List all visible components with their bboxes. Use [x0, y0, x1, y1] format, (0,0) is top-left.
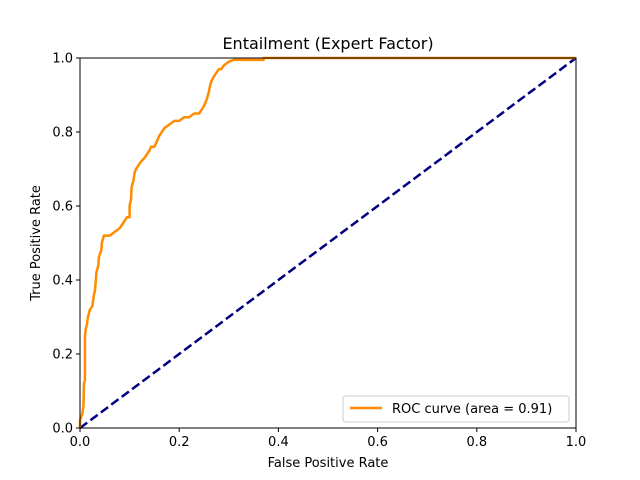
x-tick-label: 0.8 — [466, 435, 487, 450]
roc-curve-line — [78, 56, 576, 428]
chance-diagonal-line — [79, 56, 577, 430]
y-axis-label: True Positive Rate — [29, 185, 44, 302]
y-tick-label: 0.6 — [52, 200, 73, 215]
legend: ROC curve (area = 0.91) — [342, 395, 570, 423]
y-tick-label: 0.0 — [52, 422, 73, 437]
legend-box — [342, 395, 570, 423]
x-tick-label: 1.0 — [566, 435, 587, 450]
y-tick-label: 0.2 — [52, 348, 73, 363]
ticks-layer: 0.0 0.2 0.4 0.6 0.8 1.0 0.0 0.2 0.4 0.6 0.8 1.0 — [52, 52, 586, 451]
y-tick-label: 0.8 — [52, 126, 73, 141]
y-tick-label: 0.4 — [52, 274, 73, 289]
x-tick-label: 0.2 — [169, 435, 190, 450]
y-tick-label: 1.0 — [52, 52, 73, 67]
series-layer — [78, 56, 577, 430]
x-tick-label: 0.0 — [70, 435, 91, 450]
plot-frame — [79, 57, 577, 429]
chart-title: Entailment (Expert Factor) — [222, 34, 433, 53]
x-tick-label: 0.4 — [268, 435, 289, 450]
x-tick-label: 0.6 — [367, 435, 388, 450]
legend-label: ROC curve (area = 0.91) — [392, 402, 552, 417]
x-axis-label: False Positive Rate — [268, 456, 389, 471]
